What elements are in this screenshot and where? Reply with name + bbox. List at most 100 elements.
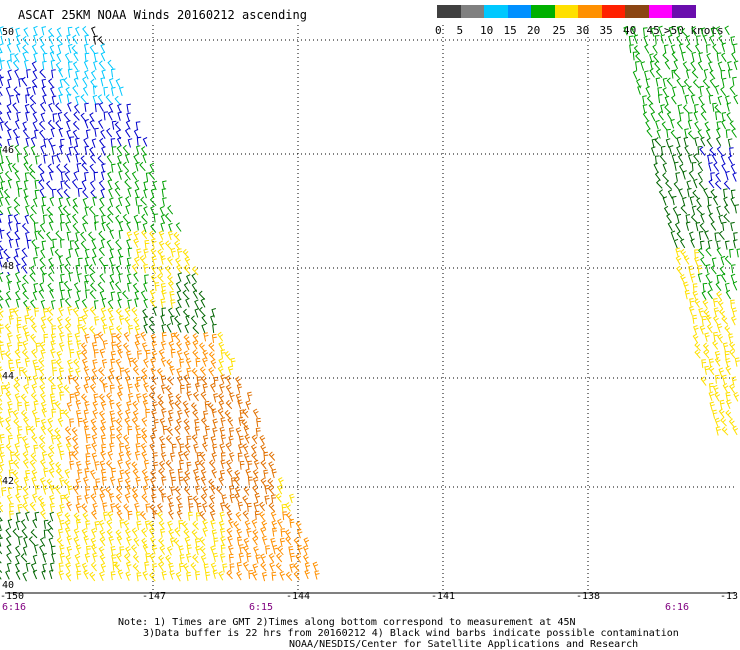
wind-barb (150, 188, 156, 199)
wind-barb (142, 485, 149, 495)
lat-lon-grid (5, 25, 735, 593)
wind-barb (117, 477, 123, 488)
wind-barb (280, 528, 286, 538)
wind-barb (191, 529, 198, 539)
wind-barb (98, 230, 105, 240)
wind-barb (160, 340, 167, 351)
wind-barb (50, 86, 55, 97)
wind-barb (236, 561, 242, 572)
wind-barb (671, 51, 678, 61)
wind-barb (72, 34, 78, 45)
wind-barb (143, 282, 148, 292)
wind-barb (140, 331, 147, 342)
wind-barb (667, 221, 673, 231)
wind-barb (0, 110, 3, 114)
wind-barb (63, 280, 70, 291)
wind-barb (30, 265, 36, 275)
wind-barb (715, 426, 721, 436)
wind-barb (691, 26, 697, 36)
wind-barb (0, 324, 4, 334)
wind-barb (657, 94, 663, 104)
wind-barb (59, 552, 65, 563)
wind-barb (277, 477, 284, 487)
wind-barb (115, 503, 121, 513)
wind-barb (666, 213, 672, 223)
wind-barb (141, 374, 148, 385)
wind-barb (98, 119, 104, 129)
wind-barb (657, 87, 662, 97)
wind-barb (31, 348, 37, 359)
wind-barb (192, 409, 199, 420)
colorbar-swatch (554, 5, 579, 18)
wind-barb (119, 367, 125, 377)
wind-barb (90, 537, 97, 548)
wind-barb (694, 43, 701, 54)
wind-barb (110, 68, 116, 78)
wind-barb (14, 393, 21, 403)
wind-barb (192, 495, 199, 506)
wind-barb (34, 179, 40, 189)
wind-barb (719, 265, 726, 276)
wind-barb (268, 502, 276, 512)
wind-barb (210, 382, 216, 393)
wind-barb (48, 220, 54, 231)
wind-barb (131, 171, 138, 181)
wind-barb (250, 443, 257, 454)
wind-barb (126, 103, 131, 113)
wind-barb (40, 44, 46, 54)
wind-barb (699, 240, 705, 250)
wind-barb (633, 34, 639, 44)
wind-barb (124, 367, 131, 378)
wind-barb (98, 102, 104, 112)
wind-barb (202, 486, 208, 496)
colorbar-label: 45 (646, 24, 660, 37)
wind-barb (237, 501, 244, 512)
wind-barb (125, 484, 132, 495)
wind-barb (26, 239, 32, 249)
wind-barb (676, 35, 682, 45)
wind-barb (116, 426, 123, 436)
wind-barb (64, 512, 71, 522)
wind-barb (198, 290, 206, 300)
wind-barb (715, 172, 722, 182)
wind-barb (714, 356, 721, 367)
wind-barb (175, 257, 181, 267)
wind-barb (142, 137, 148, 147)
wind-barb (94, 127, 99, 137)
wind-barb (177, 272, 183, 282)
wind-barb (655, 68, 663, 78)
wind-barb (714, 350, 721, 361)
wind-barb (31, 476, 37, 487)
wind-barb (199, 545, 206, 556)
time-label-center: 6:15 (249, 602, 274, 613)
wind-barb (92, 359, 98, 369)
wind-barb (168, 409, 174, 420)
wind-barb (33, 544, 39, 554)
wind-barb (196, 376, 202, 386)
wind-barb (731, 51, 737, 62)
wind-barb (89, 571, 96, 582)
wind-barb (127, 187, 132, 197)
wind-barb (111, 554, 117, 564)
wind-barb (82, 76, 88, 87)
wind-barb (734, 204, 739, 214)
wind-barb (65, 435, 72, 446)
wind-barb (15, 570, 21, 580)
wind-barb (76, 290, 82, 300)
wind-barb (75, 264, 81, 274)
wind-barb (31, 409, 38, 419)
wind-barb (731, 128, 737, 138)
wind-barb (111, 467, 117, 477)
wind-barb (733, 239, 738, 249)
wind-barb (22, 324, 28, 335)
wind-barb (24, 103, 30, 114)
wind-barb (177, 375, 184, 386)
wind-barb (67, 43, 73, 54)
wind-barb (649, 53, 654, 63)
wind-barb (21, 76, 28, 87)
wind-barb (123, 503, 130, 513)
colorbar-swatch (531, 5, 555, 18)
wind-barb (716, 52, 722, 62)
wind-barb (150, 333, 157, 344)
wind-barb (718, 230, 725, 241)
